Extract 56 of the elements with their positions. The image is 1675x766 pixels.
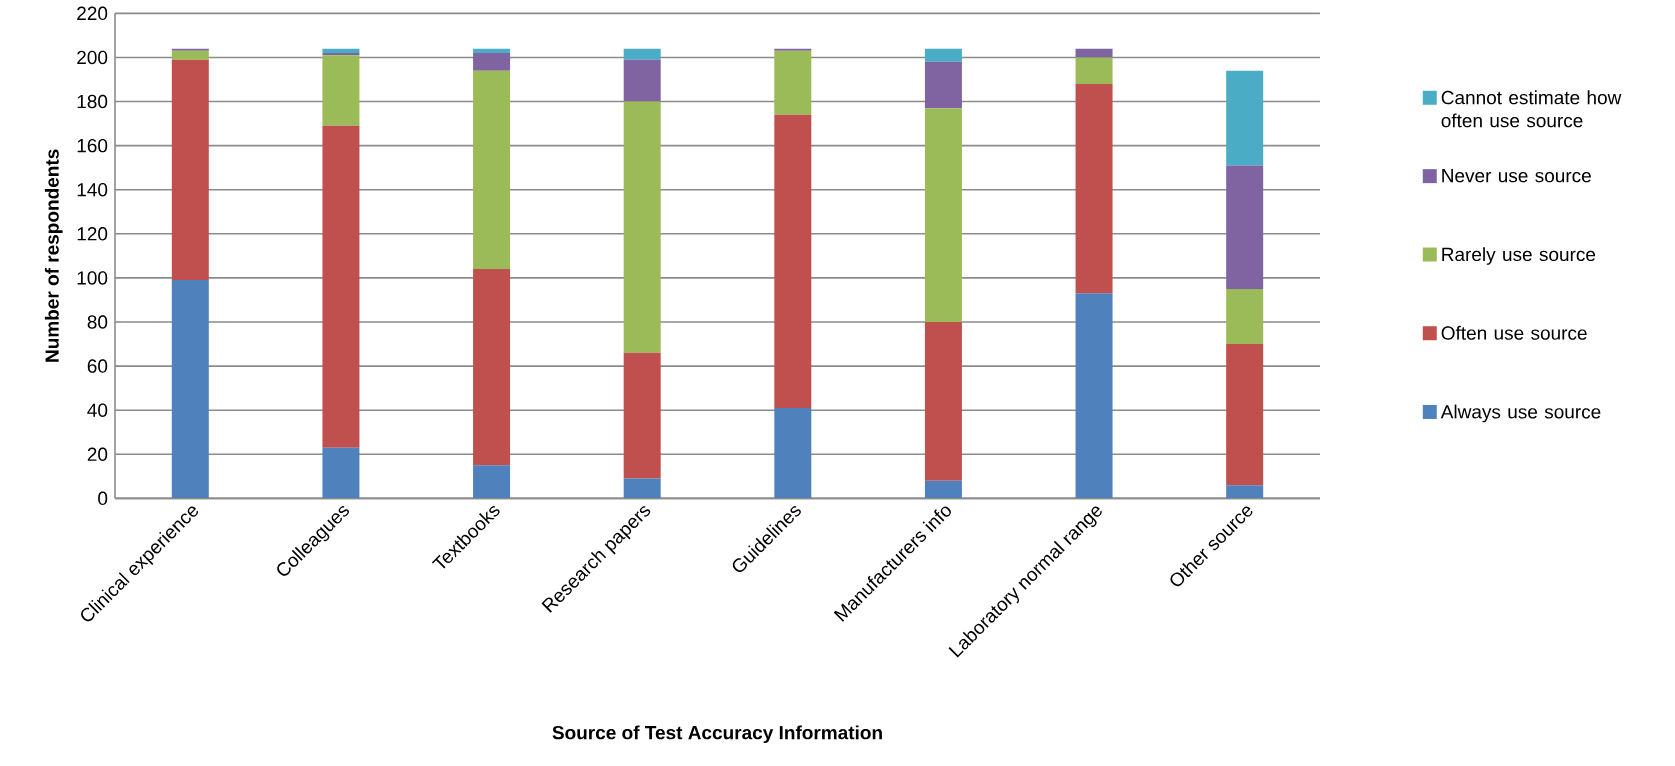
- y-tick-label: 200: [77, 50, 108, 64]
- y-tick-label: 140: [77, 182, 108, 197]
- bar: [473, 268, 511, 466]
- y-tick-label: 40: [87, 403, 108, 417]
- bar: [473, 70, 511, 269]
- x-axis-title: Source of Test Accuracy Information: [552, 725, 882, 743]
- y-tick-label: 0: [98, 491, 108, 505]
- bar: [924, 480, 962, 499]
- bar: [322, 55, 360, 126]
- bar: [1075, 293, 1113, 499]
- bar: [171, 48, 209, 51]
- y-tick-label: 160: [77, 138, 108, 153]
- bar: [473, 52, 511, 71]
- bar: [473, 465, 511, 499]
- legend-label: Rarely use source: [1442, 246, 1596, 265]
- bar: [774, 50, 812, 115]
- y-tick-label: 20: [87, 447, 108, 461]
- bar: [322, 125, 360, 448]
- bar: [623, 352, 661, 479]
- bar: [774, 407, 812, 499]
- bar: [623, 48, 661, 60]
- y-axis-title: Number of respondents: [44, 149, 63, 362]
- bar: [1075, 48, 1113, 58]
- legend-label: Never use source: [1442, 168, 1591, 183]
- bar: [623, 101, 661, 353]
- bar: [774, 48, 812, 51]
- bar: [623, 478, 661, 499]
- y-tick-label: 80: [87, 315, 108, 329]
- bar: [322, 447, 360, 499]
- y-tick-label: 220: [77, 6, 108, 20]
- y-tick-label: 180: [77, 94, 108, 109]
- bar: [1226, 165, 1264, 289]
- bar: [924, 61, 962, 108]
- bar: [774, 114, 812, 408]
- bar: [1226, 343, 1264, 485]
- bar: [322, 52, 360, 56]
- bar: [1075, 57, 1113, 84]
- legend-label: Cannot estimate how often use source: [1441, 90, 1622, 128]
- legend-label: Often use source: [1441, 325, 1587, 340]
- bar: [171, 50, 209, 60]
- bar: [1226, 70, 1264, 166]
- bar: [623, 59, 661, 102]
- bar: [322, 48, 360, 53]
- bar: [1226, 484, 1264, 499]
- bar: [924, 321, 962, 481]
- bar: [171, 59, 209, 280]
- bar: [1075, 83, 1113, 294]
- bar: [1226, 288, 1264, 344]
- y-tick-label: 100: [77, 270, 108, 285]
- bar: [924, 48, 962, 62]
- bar: [473, 48, 511, 53]
- legend-label: Always use source: [1440, 404, 1601, 423]
- y-tick-label: 120: [77, 226, 108, 241]
- bar: [924, 107, 962, 322]
- y-tick-label: 60: [87, 359, 108, 373]
- bar: [171, 279, 209, 499]
